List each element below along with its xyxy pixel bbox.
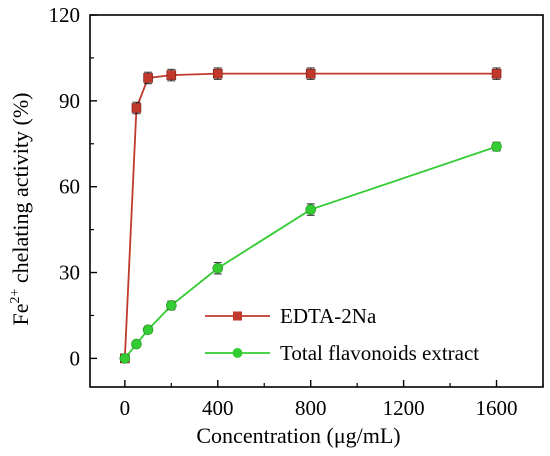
y-axis-title-prefix: Fe — [8, 304, 33, 326]
x-tick-label: 1200 — [383, 396, 425, 420]
data-point — [491, 141, 502, 152]
y-axis-title-superscript: 2+ — [8, 289, 23, 304]
legend-label: Total flavonoids extract — [280, 341, 479, 365]
legend: EDTA-2Na Total flavonoids extract — [205, 304, 479, 365]
plot-frame — [89, 14, 544, 388]
x-tick-label: 0 — [120, 396, 131, 420]
y-axis-title-suffix: chelating activity (%) — [8, 93, 33, 289]
x-tick-label: 400 — [202, 396, 234, 420]
legend-item: EDTA-2Na — [205, 304, 377, 328]
y-tick-label: 0 — [70, 346, 81, 370]
x-tick-label: 800 — [295, 396, 327, 420]
y-tick-label: 90 — [59, 89, 80, 113]
y-tick-label: 120 — [49, 3, 81, 27]
x-tick-label: 1600 — [476, 396, 518, 420]
data-point — [143, 73, 153, 83]
series-2 — [119, 141, 502, 364]
data-point — [142, 324, 154, 336]
y-axis-title: Fe2+ chelating activity (%) — [8, 93, 33, 326]
ticks-layer: 0 400 800 1200 1600 0 30 60 90 120 — [49, 3, 544, 420]
y-tick-label: 60 — [59, 175, 80, 199]
data-point — [131, 103, 142, 113]
legend-item: Total flavonoids extract — [205, 341, 479, 365]
data-point — [131, 338, 142, 350]
legend-swatch-marker — [233, 311, 242, 321]
data-point — [212, 68, 223, 79]
data-point — [491, 68, 502, 79]
data-point — [305, 204, 316, 215]
data-point — [119, 353, 131, 364]
data-point — [305, 68, 316, 79]
data-point — [212, 262, 224, 274]
legend-label: EDTA-2Na — [280, 304, 377, 328]
data-point — [166, 300, 177, 311]
series-layer — [119, 67, 502, 364]
legend-swatch-marker — [232, 348, 243, 358]
y-tick-label: 30 — [59, 261, 80, 285]
data-point — [166, 70, 177, 80]
x-axis-title: Concentration (μg/mL) — [196, 423, 400, 448]
